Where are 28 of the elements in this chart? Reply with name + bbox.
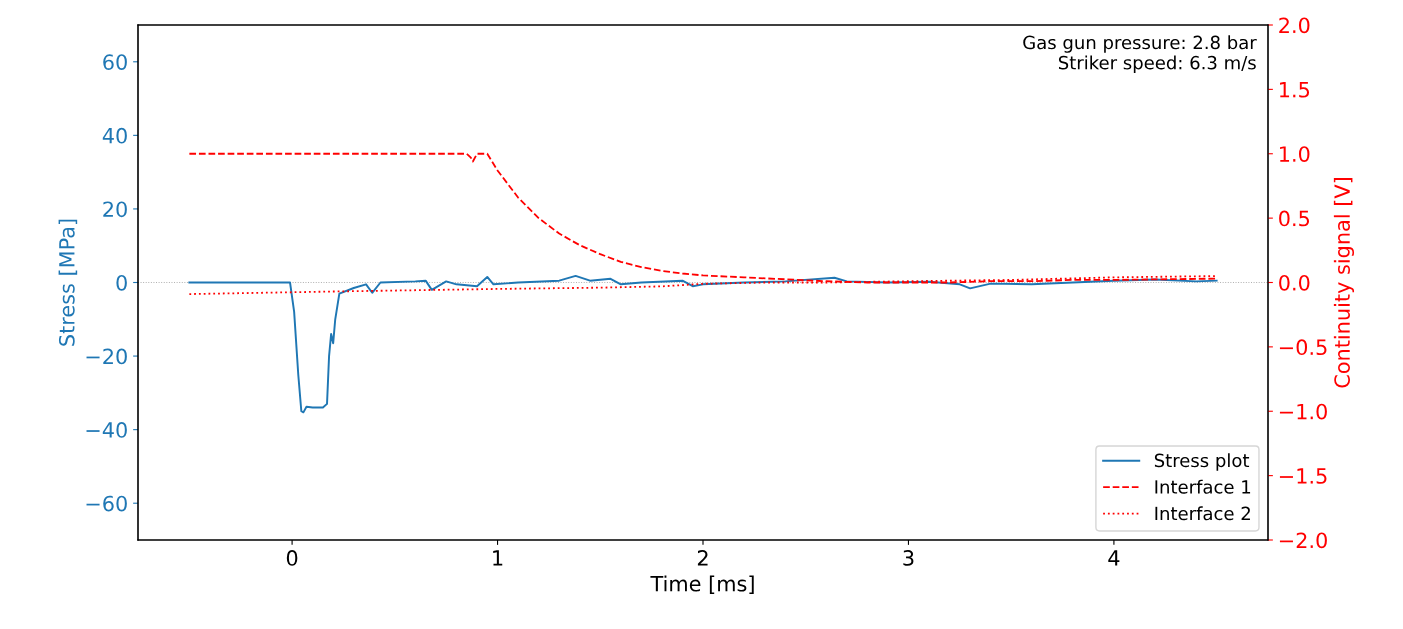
- y-axis-title: Stress [MPa]: [58, 219, 78, 346]
- annotation: Gas gun pressure: 2.8 bar Striker speed: 6.3 m/s: [1023, 35, 1257, 73]
- y-tick-label: −40: [86, 422, 127, 438]
- y2-tick-label: −2.0: [1279, 532, 1327, 549]
- y2-tick-label: 1.0: [1280, 146, 1310, 162]
- y2-tick-label: 0.5: [1279, 210, 1310, 227]
- x-tick-label: 3: [903, 550, 914, 566]
- y2-tick-label: −0.5: [1279, 339, 1327, 356]
- y2-tick-label: −1.5: [1279, 468, 1327, 484]
- x-axis-title: Time [ms]: [650, 575, 754, 595]
- y2-tick-label: 0.0: [1279, 274, 1310, 291]
- y2-tick-label: 1.5: [1280, 82, 1310, 98]
- x-tick-label: 1: [493, 550, 503, 566]
- y-tick-label: 20: [103, 201, 127, 218]
- legend-label: Interface 1: [1155, 479, 1251, 494]
- y-tick-label: −20: [86, 348, 127, 365]
- x-tick-label: 0: [286, 550, 298, 566]
- legend-label: Interface 2: [1155, 506, 1250, 521]
- x-tick-label: 2: [697, 550, 708, 566]
- legend-label: Stress plot: [1154, 453, 1250, 471]
- y2-axis-title: Continuity signal [V]: [1333, 178, 1355, 388]
- y2-tick-label: 2.0: [1279, 17, 1310, 34]
- y2-tick-label: −1.0: [1279, 403, 1327, 420]
- y-tick-label: −60: [86, 495, 127, 512]
- x-tick-label: 4: [1108, 550, 1120, 566]
- y-tick-label: 60: [103, 54, 127, 70]
- y-tick-label: 40: [102, 127, 127, 144]
- y-tick-label: 0: [116, 274, 127, 291]
